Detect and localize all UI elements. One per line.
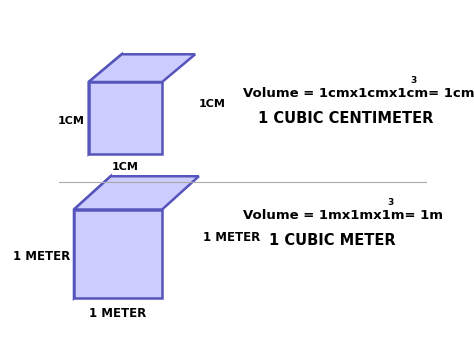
Text: 1CM: 1CM	[199, 99, 226, 109]
Text: 1 CUBIC METER: 1 CUBIC METER	[269, 233, 395, 248]
Text: 1CM: 1CM	[58, 116, 85, 126]
Polygon shape	[74, 176, 110, 298]
Text: 3: 3	[410, 76, 416, 85]
Text: 1 METER: 1 METER	[90, 307, 146, 320]
Polygon shape	[89, 54, 195, 82]
Polygon shape	[74, 210, 162, 298]
Text: 1 CUBIC CENTIMETER: 1 CUBIC CENTIMETER	[258, 111, 433, 126]
Text: 3: 3	[387, 198, 393, 207]
Polygon shape	[89, 82, 162, 154]
Text: Volume = 1cmx1cmx1cm= 1cm: Volume = 1cmx1cmx1cm= 1cm	[243, 87, 474, 100]
Text: 1 METER: 1 METER	[13, 250, 70, 263]
Text: 1 METER: 1 METER	[202, 231, 260, 244]
Text: 1CM: 1CM	[112, 162, 139, 172]
Polygon shape	[74, 176, 199, 210]
Text: Volume = 1mx1mx1m= 1m: Volume = 1mx1mx1m= 1m	[243, 208, 443, 221]
Polygon shape	[89, 54, 122, 154]
